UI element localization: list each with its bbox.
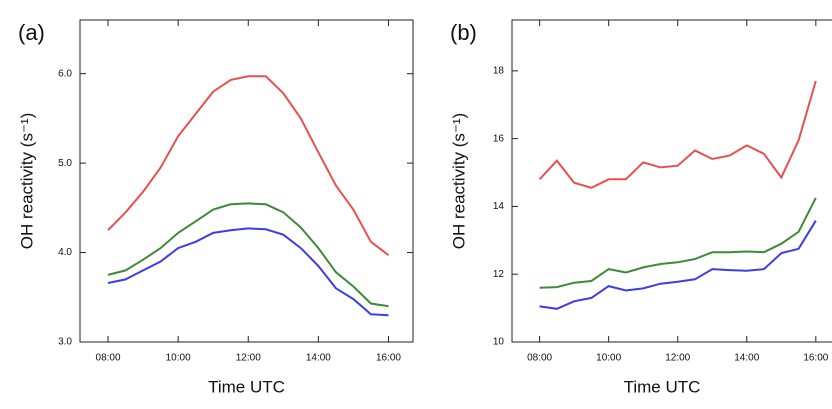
y-tick-label: 5.0 — [58, 158, 72, 169]
x-tick-label: 10:00 — [166, 353, 191, 364]
y-tick-label: 14 — [493, 201, 505, 212]
y-axis-label: OH reactivity (s⁻¹) — [449, 113, 468, 249]
y-tick-label: 16 — [493, 133, 505, 144]
x-tick-label: 12:00 — [236, 353, 261, 364]
x-tick-label: 16:00 — [376, 353, 401, 364]
x-tick-label: 08:00 — [527, 353, 552, 364]
y-tick-label: 4.0 — [58, 247, 72, 258]
y-tick-label: 12 — [493, 269, 505, 280]
series-line — [539, 197, 817, 289]
x-tick-label: 10:00 — [596, 353, 621, 364]
x-tick-label: 16:00 — [803, 353, 828, 364]
plot-frame — [79, 19, 414, 343]
x-tick-label: 12:00 — [665, 353, 690, 364]
panel: 3.0 4.0 5.0 6.0 08:00 10:00 12:00 14:00 16:00 Tim… — [17, 19, 414, 396]
y-tick-label: 18 — [493, 65, 505, 76]
y-tick-label: 3.0 — [58, 337, 72, 348]
series-line — [107, 202, 389, 308]
panel: 10 12 14 16 18 08:00 10:00 12:00 14:00 16:00 Time … — [449, 19, 832, 396]
x-tick-label: 14:00 — [306, 353, 331, 364]
y-tick-label: 6.0 — [58, 68, 72, 79]
y-axis-label: OH reactivity (s⁻¹) — [17, 113, 36, 249]
series-line — [107, 75, 390, 256]
x-axis-label: Time UTC — [208, 377, 285, 396]
series-line — [107, 227, 389, 317]
y-tick-label: 10 — [493, 337, 505, 348]
x-tick-label: 08:00 — [96, 353, 121, 364]
series-line — [539, 220, 817, 310]
panel-label: (b) — [450, 20, 477, 45]
plot-frame — [511, 19, 832, 343]
x-tick-label: 14:00 — [734, 353, 759, 364]
series-line — [538, 80, 817, 189]
x-axis-label: Time UTC — [624, 377, 701, 396]
panel-label: (a) — [18, 20, 45, 45]
